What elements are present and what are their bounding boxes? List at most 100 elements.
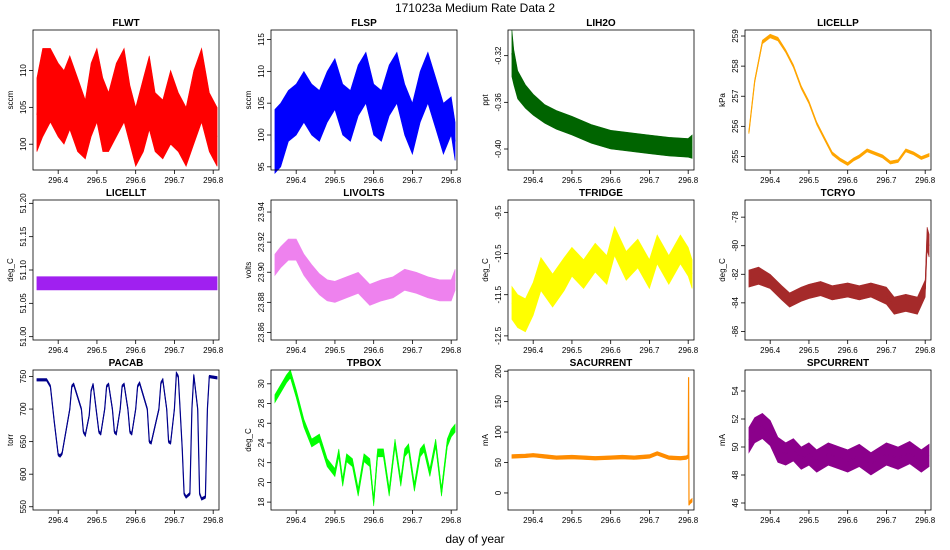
- y-tick-label: 22: [257, 458, 266, 467]
- panel-spcurrent: SPCURRENT 296.4 296.5 296.6 296.7 296.8 46 48 50…: [718, 358, 936, 525]
- panel-title: SACURRENT: [570, 358, 633, 369]
- x-tick-label: 296.6: [601, 176, 622, 185]
- x-tick-label: 296.6: [126, 176, 147, 185]
- x-tick-label: 296.6: [601, 516, 622, 525]
- y-tick-label: 100: [494, 425, 503, 439]
- y-tick-label: 20: [257, 477, 266, 486]
- plot-frame: [744, 199, 932, 341]
- y-tick-label: 26: [257, 418, 266, 427]
- x-tick-label: 296.7: [876, 346, 897, 355]
- y-tick-label: -82: [731, 268, 740, 280]
- y-tick-label: 48: [731, 470, 740, 479]
- x-tick-label: 296.4: [286, 176, 307, 185]
- x-tick-label: 296.5: [799, 346, 820, 355]
- y-tick-label: 51.10: [19, 259, 28, 280]
- y-tick-label: 23.90: [257, 262, 266, 283]
- y-tick-label: 50: [731, 442, 740, 451]
- x-tick-label: 296.5: [87, 176, 108, 185]
- y-tick-label: 115: [257, 33, 266, 46]
- y-tick-label: -11.5: [494, 285, 503, 303]
- y-tick-label: 258: [731, 59, 740, 73]
- y-tick-label: 110: [257, 64, 266, 77]
- x-tick-label: 296.7: [402, 176, 423, 185]
- x-tick-label: 296.6: [126, 346, 147, 355]
- y-tick-label: 52: [731, 414, 740, 423]
- x-tick-label: 296.6: [364, 176, 385, 185]
- x-tick-label: 296.5: [325, 346, 346, 355]
- y-tick-label: 30: [257, 379, 266, 388]
- series-line-lih2o: [511, 53, 693, 149]
- x-tick-label: 296.5: [325, 516, 346, 525]
- series-line-spcurrent: [748, 425, 930, 465]
- y-tick-label: 95: [257, 162, 266, 171]
- y-tick-label: 51.05: [19, 293, 28, 314]
- y-tick-label: 750: [19, 369, 28, 383]
- y-tick-label: 700: [19, 402, 28, 416]
- series-line-pacab: [36, 371, 218, 500]
- plot-frame: [507, 29, 695, 171]
- x-tick-label: 296.8: [678, 346, 699, 355]
- x-tick-label: 296.4: [48, 346, 69, 355]
- panel-flwt: FLWT 296.4 296.5 296.6 296.7 296.8 100 105 110 sc…: [6, 18, 224, 185]
- x-tick-label: 296.5: [562, 346, 583, 355]
- x-tick-label: 296.8: [441, 516, 462, 525]
- panel-title: LICELLT: [106, 188, 146, 199]
- y-tick-label: -9.5: [494, 205, 503, 219]
- panel-title: FLSP: [351, 18, 377, 29]
- series-line-flwt: [36, 83, 218, 139]
- x-tick-label: 296.7: [639, 176, 660, 185]
- series-band-flsp: [274, 51, 456, 174]
- y-tick-label: -12.5: [494, 326, 503, 345]
- series-line-tpbox: [274, 372, 456, 503]
- y-axis-label: kPa: [718, 93, 727, 107]
- x-tick-label: 296.6: [364, 346, 385, 355]
- y-tick-label: 50: [494, 458, 503, 467]
- x-tick-label: 296.6: [364, 516, 385, 525]
- panel-title: SPCURRENT: [807, 358, 869, 369]
- y-axis-label: torr: [6, 434, 15, 446]
- plot-frame: [32, 199, 220, 341]
- plot-frame: [270, 29, 458, 171]
- series-band-tfridge: [511, 225, 693, 333]
- x-tick-label: 296.8: [441, 176, 462, 185]
- y-tick-label: 600: [19, 467, 28, 481]
- x-tick-label: 296.8: [915, 516, 936, 525]
- x-tick-label: 296.4: [286, 516, 307, 525]
- y-tick-label: 18: [257, 497, 266, 506]
- y-tick-label: -0.40: [494, 139, 503, 158]
- plot-frame: [32, 29, 220, 171]
- x-tick-label: 296.5: [562, 176, 583, 185]
- y-axis-label: volts: [244, 262, 253, 278]
- series-band-licellp: [748, 33, 930, 166]
- y-axis-label: deg_C: [718, 258, 727, 282]
- y-tick-label: 100: [257, 128, 266, 142]
- y-tick-label: 100: [19, 137, 28, 151]
- panel-title: TCRYO: [821, 188, 856, 199]
- y-tick-label: 0: [494, 490, 503, 495]
- y-axis-label: mA: [718, 433, 727, 446]
- series-band-lih2o: [511, 29, 693, 159]
- x-tick-label: 296.4: [48, 176, 69, 185]
- y-tick-label: -0.32: [494, 46, 503, 65]
- y-tick-label: -78: [731, 211, 740, 223]
- series-line-livolts: [274, 249, 456, 296]
- x-tick-label: 296.8: [203, 516, 224, 525]
- series-line-licellp: [748, 35, 930, 165]
- series-band-tcryo: [748, 227, 930, 315]
- panel-title: FLWT: [112, 18, 139, 29]
- plot-frame: [744, 369, 932, 511]
- plot-frame: [507, 199, 695, 341]
- y-tick-label: 110: [19, 64, 28, 77]
- y-tick-label: 23.94: [257, 201, 266, 222]
- x-tick-label: 296.7: [164, 176, 185, 185]
- panel-title: LIH2O: [586, 18, 616, 29]
- x-tick-label: 296.7: [876, 176, 897, 185]
- y-tick-label: -84: [731, 297, 740, 309]
- x-tick-label: 296.6: [601, 346, 622, 355]
- series-line-flsp: [274, 75, 456, 142]
- y-tick-label: 23.86: [257, 322, 266, 343]
- plot-frame: [32, 369, 220, 511]
- x-tick-label: 296.8: [203, 176, 224, 185]
- x-tick-label: 296.8: [678, 516, 699, 525]
- panel-livolts: LIVOLTS 296.4 296.5 296.6 296.7 296.8 23.86 23.…: [244, 188, 462, 355]
